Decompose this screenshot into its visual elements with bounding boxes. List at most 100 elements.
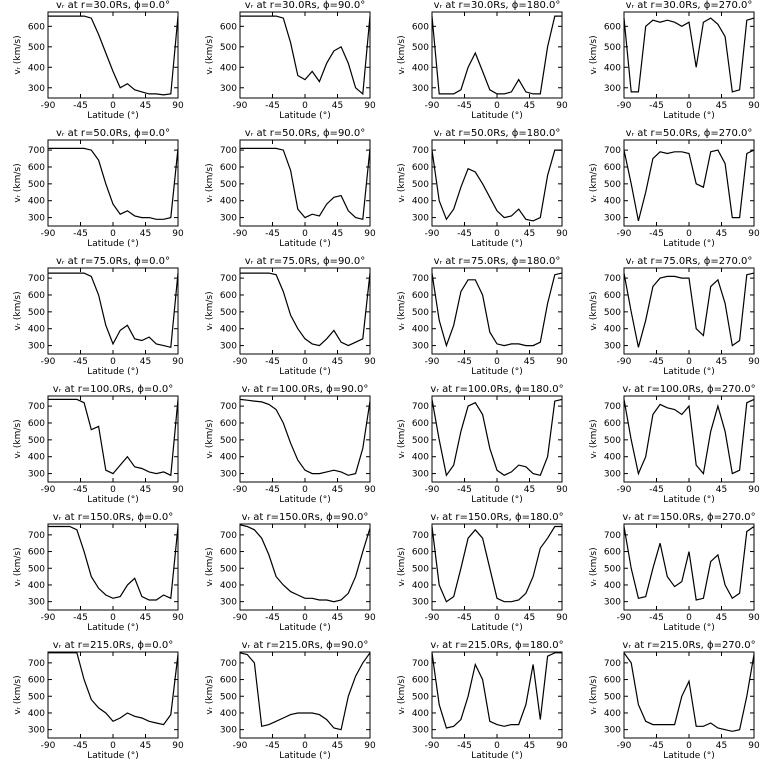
x-tick-label: 45: [332, 101, 343, 111]
x-tick-label: 45: [140, 101, 151, 111]
panel: vᵣ at r=100.0Rs, ϕ=90.0° -90 -45 0 45 90 300 40…: [205, 384, 376, 505]
x-tick-label: -90: [233, 485, 248, 495]
y-axis-label: vᵣ (km/s): [397, 163, 407, 202]
panel-title: vᵣ at r=30.0Rs, ϕ=90.0°: [245, 0, 365, 11]
panel: vᵣ at r=30.0Rs, ϕ=0.0° -90 -45 0 45 90 300 400 5…: [13, 0, 184, 121]
data-line: [623, 149, 755, 222]
plot-frame: [239, 395, 371, 483]
x-tick-label: 45: [332, 229, 343, 239]
x-axis-label: Latitude (°): [279, 623, 330, 633]
y-tick-label: 500: [412, 180, 429, 190]
y-tick-label: 500: [604, 564, 621, 574]
y-tick-label: 300: [604, 214, 621, 224]
x-tick-label: 45: [524, 101, 535, 111]
y-tick-label: 400: [412, 325, 429, 335]
panel: vᵣ at r=75.0Rs, ϕ=180.0° -90 -45 0 45 90 300 40…: [397, 256, 568, 377]
y-tick-label: 700: [604, 659, 621, 669]
x-tick-label: -90: [617, 101, 632, 111]
panel-title: vᵣ at r=215.0Rs, ϕ=90.0°: [242, 640, 369, 651]
panel: vᵣ at r=100.0Rs, ϕ=180.0° -90 -45 0 45 90 300 4…: [397, 384, 568, 505]
x-tick-label: 45: [524, 741, 535, 751]
y-tick-label: 400: [412, 197, 429, 207]
x-tick-label: 0: [302, 741, 308, 751]
y-tick-label: 700: [28, 402, 45, 412]
x-tick-label: 45: [140, 613, 151, 623]
x-axis-label: Latitude (°): [663, 751, 714, 761]
y-axis-label: vᵣ (km/s): [589, 675, 599, 714]
x-tick-label: -90: [617, 357, 632, 367]
y-tick-label: 700: [412, 402, 429, 412]
data-line: [431, 652, 562, 729]
y-tick-label: 400: [412, 453, 429, 463]
x-axis-label: Latitude (°): [471, 623, 522, 633]
data-line: [623, 17, 755, 93]
x-tick-label: 90: [748, 101, 760, 111]
x-axis-label: Latitude (°): [87, 623, 138, 633]
plot-frame: [47, 651, 179, 739]
x-axis-label: Latitude (°): [87, 239, 138, 249]
x-tick-label: -45: [649, 101, 664, 111]
x-tick-label: -45: [265, 741, 280, 751]
y-tick-label: 700: [220, 402, 237, 412]
x-tick-label: -90: [233, 741, 248, 751]
x-tick-label: -45: [265, 613, 280, 623]
y-axis-label: vᵣ (km/s): [397, 675, 407, 714]
y-axis-label: vᵣ (km/s): [589, 163, 599, 202]
y-tick-label: 300: [28, 598, 45, 608]
y-tick-label: 400: [220, 453, 237, 463]
x-tick-label: -45: [73, 613, 88, 623]
y-tick-label: 400: [604, 63, 621, 73]
y-tick-label: 300: [220, 598, 237, 608]
x-tick-label: -45: [265, 101, 280, 111]
y-axis-label: vᵣ (km/s): [13, 675, 23, 714]
panel: vᵣ at r=30.0Rs, ϕ=90.0° -90 -45 0 45 90 300 400…: [205, 0, 376, 121]
y-tick-label: 700: [412, 659, 429, 669]
x-axis-label: Latitude (°): [87, 495, 138, 505]
x-tick-label: 0: [110, 101, 116, 111]
panel-title: vᵣ at r=150.0Rs, ϕ=90.0°: [242, 512, 369, 523]
y-tick-label: 300: [220, 470, 237, 480]
x-tick-label: -45: [457, 101, 472, 111]
data-line: [48, 147, 179, 220]
x-tick-label: -90: [617, 485, 632, 495]
panel: vᵣ at r=150.0Rs, ϕ=180.0° -90 -45 0 45 90 300 4…: [397, 512, 568, 633]
x-tick-label: -90: [41, 741, 56, 751]
y-tick-label: 500: [412, 43, 429, 53]
x-tick-label: 90: [172, 741, 184, 751]
x-tick-label: -45: [265, 485, 280, 495]
y-tick-label: 700: [412, 531, 429, 541]
x-tick-label: 45: [140, 485, 151, 495]
y-tick-label: 500: [28, 308, 45, 318]
x-tick-label: 90: [172, 101, 184, 111]
x-tick-label: 45: [332, 485, 343, 495]
x-tick-label: 90: [556, 613, 568, 623]
x-axis-label: Latitude (°): [87, 367, 138, 377]
panel: vᵣ at r=100.0Rs, ϕ=0.0° -90 -45 0 45 90 300 400…: [13, 384, 184, 505]
panel-title: vᵣ at r=30.0Rs, ϕ=270.0°: [626, 0, 753, 11]
y-axis-label: vᵣ (km/s): [397, 419, 407, 458]
data-line: [623, 272, 755, 348]
y-tick-label: 700: [604, 402, 621, 412]
x-axis-label: Latitude (°): [663, 111, 714, 121]
x-tick-label: 90: [364, 613, 376, 623]
y-tick-label: 500: [28, 43, 45, 53]
x-tick-label: 90: [556, 357, 568, 367]
x-tick-label: -45: [649, 613, 664, 623]
x-tick-label: 0: [686, 357, 692, 367]
panel: vᵣ at r=150.0Rs, ϕ=270.0° -90 -45 0 45 90 300 4…: [589, 512, 760, 633]
x-tick-label: -90: [233, 613, 248, 623]
x-tick-label: 0: [494, 229, 500, 239]
y-tick-label: 300: [604, 726, 621, 736]
y-tick-label: 300: [28, 84, 45, 94]
y-tick-label: 700: [220, 659, 237, 669]
y-tick-label: 300: [412, 214, 429, 224]
panel-title: vᵣ at r=75.0Rs, ϕ=270.0°: [626, 256, 753, 267]
x-tick-label: -90: [41, 613, 56, 623]
y-axis-label: vᵣ (km/s): [589, 35, 599, 74]
panel-title: vᵣ at r=215.0Rs, ϕ=180.0°: [430, 640, 563, 651]
plot-frame: [47, 139, 179, 227]
y-tick-label: 500: [28, 436, 45, 446]
y-tick-label: 400: [28, 325, 45, 335]
x-tick-label: -90: [233, 357, 248, 367]
plot-frame: [47, 395, 179, 483]
